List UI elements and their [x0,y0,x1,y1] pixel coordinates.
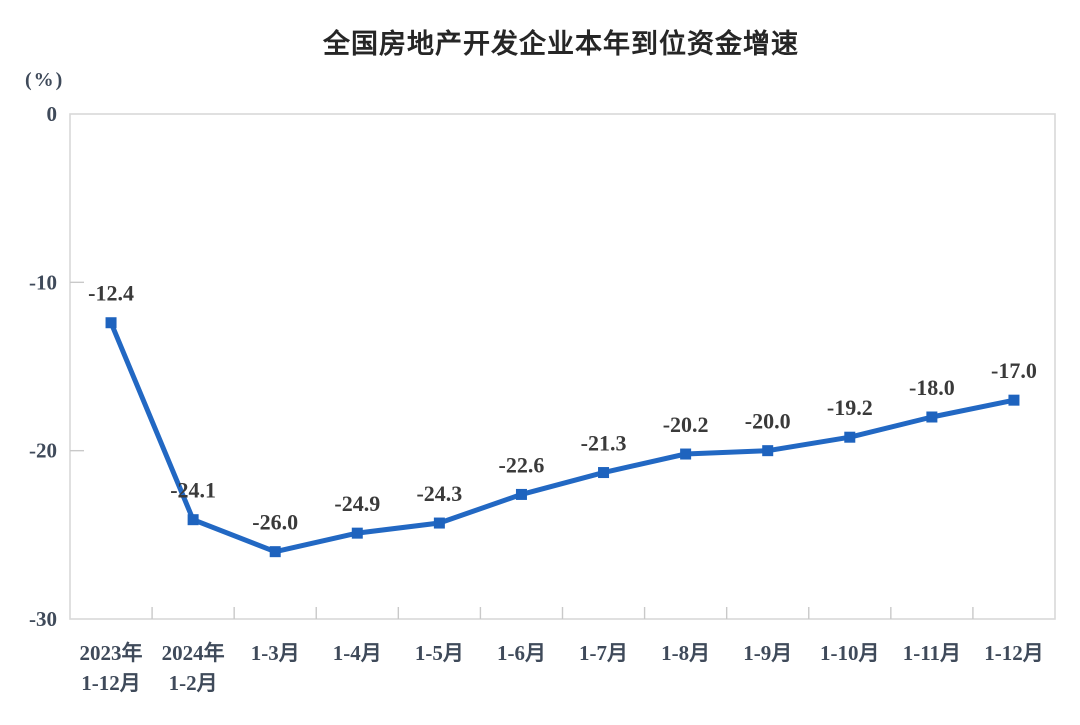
data-point-label: -17.0 [991,358,1037,383]
x-axis-category-label: 1-5月 [415,641,464,665]
data-point-label: -26.0 [252,510,298,535]
data-point-marker [680,448,692,460]
data-point-marker [1008,394,1020,406]
x-axis-category-label: 1-4月 [333,641,382,665]
x-axis-category-label: 1-12月 [81,671,141,695]
data-point-marker [351,527,363,539]
y-axis-unit-label: (%) [25,69,65,91]
x-axis-category-label: 1-3月 [251,641,300,665]
data-point-label: -18.0 [909,375,955,400]
data-point-label: -21.3 [581,431,627,456]
data-point-marker [105,317,117,329]
y-axis-tick-label: 0 [47,102,58,126]
x-axis-category-label: 1-2月 [169,671,218,695]
x-axis-category-label: 1-10月 [820,641,880,665]
data-point-marker [515,488,527,500]
x-axis-category-label: 1-7月 [579,641,628,665]
data-point-label: -22.6 [499,452,545,477]
y-axis-tick-label: -20 [29,439,57,463]
x-axis-category-label: 2023年 [80,641,143,665]
x-axis-category-label: 1-9月 [743,641,792,665]
data-point-marker [926,411,938,423]
data-point-label: -24.3 [416,481,462,506]
plot-area-frame [69,113,1056,620]
x-axis-category-label: 2024年 [162,641,225,665]
data-point-label: -12.4 [88,281,134,306]
data-point-label: -24.9 [334,491,380,516]
data-point-label: -24.1 [170,478,216,503]
x-axis-category-label: 1-12月 [984,641,1044,665]
data-point-marker [762,445,774,457]
data-point-marker [269,546,281,558]
data-point-marker [187,514,199,526]
data-point-label: -19.2 [827,395,873,420]
data-point-marker [433,517,445,529]
data-point-label: -20.2 [663,412,709,437]
x-axis-category-label: 1-8月 [661,641,710,665]
data-series-line [108,320,1017,555]
data-point-marker [598,467,610,479]
y-axis-tick-label: -30 [29,607,57,631]
chart-title: 全国房地产开发企业本年到位资金增速 [323,29,799,59]
x-axis-category-label: 1-6月 [497,641,546,665]
y-axis-tick-label: -10 [29,270,57,294]
data-point-marker [844,431,856,443]
x-axis-category-label: 1-11月 [903,641,961,665]
data-point-label: -20.0 [745,409,791,434]
